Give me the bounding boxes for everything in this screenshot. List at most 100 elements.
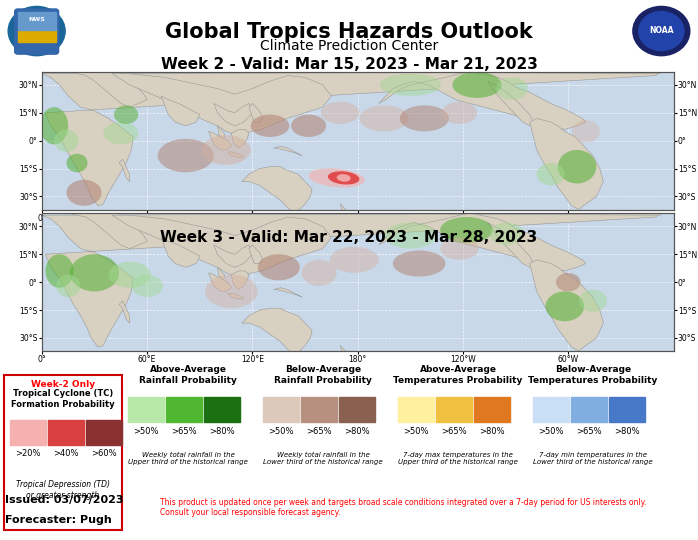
Text: >80%: >80% bbox=[480, 427, 505, 436]
Ellipse shape bbox=[442, 102, 477, 124]
Bar bbox=[339, 397, 375, 422]
Ellipse shape bbox=[258, 254, 300, 280]
Text: Climate Prediction Center: Climate Prediction Center bbox=[260, 39, 438, 53]
Text: >60%: >60% bbox=[91, 449, 117, 458]
Ellipse shape bbox=[103, 122, 138, 144]
Bar bbox=[609, 397, 645, 422]
Polygon shape bbox=[42, 213, 670, 347]
Bar bbox=[17, 11, 56, 30]
Ellipse shape bbox=[158, 139, 214, 172]
Ellipse shape bbox=[440, 238, 479, 260]
Bar bbox=[204, 397, 240, 422]
Polygon shape bbox=[112, 73, 332, 135]
Text: Issued: 03/07/2023: Issued: 03/07/2023 bbox=[5, 495, 124, 505]
Polygon shape bbox=[42, 72, 670, 206]
Ellipse shape bbox=[359, 105, 408, 131]
Polygon shape bbox=[530, 260, 603, 351]
Ellipse shape bbox=[556, 273, 581, 292]
Ellipse shape bbox=[40, 107, 68, 144]
Text: This product is updated once per week and targets broad scale conditions integra: This product is updated once per week an… bbox=[160, 498, 646, 517]
Text: Week-2 Only: Week-2 Only bbox=[31, 380, 95, 389]
Bar bbox=[398, 397, 434, 422]
Polygon shape bbox=[161, 238, 200, 267]
Bar bbox=[436, 397, 472, 422]
Polygon shape bbox=[112, 215, 332, 276]
Bar bbox=[86, 420, 122, 445]
Text: Global Tropics Hazards Outlook: Global Tropics Hazards Outlook bbox=[165, 22, 533, 42]
FancyBboxPatch shape bbox=[4, 375, 122, 530]
Text: Tropical Depression (TD)
or greater strength: Tropical Depression (TD) or greater stre… bbox=[16, 480, 110, 500]
Polygon shape bbox=[119, 301, 130, 323]
Text: Week 2 - Valid: Mar 15, 2023 - Mar 21, 2023: Week 2 - Valid: Mar 15, 2023 - Mar 21, 2… bbox=[161, 57, 537, 72]
Text: Weekly total rainfall in the
Upper third of the historical range: Weekly total rainfall in the Upper third… bbox=[128, 452, 248, 465]
Text: Above-Average
Rainfall Probability: Above-Average Rainfall Probability bbox=[139, 366, 237, 385]
Text: Tropical Cyclone (TC)
Formation Probability: Tropical Cyclone (TC) Formation Probabil… bbox=[11, 389, 114, 409]
Polygon shape bbox=[209, 131, 231, 150]
Bar bbox=[166, 397, 202, 422]
Polygon shape bbox=[231, 271, 249, 289]
Text: Weekly total rainfall in the
Lower third of the historical range: Weekly total rainfall in the Lower third… bbox=[263, 452, 383, 465]
Polygon shape bbox=[214, 104, 253, 126]
Polygon shape bbox=[379, 213, 586, 271]
Ellipse shape bbox=[384, 222, 437, 248]
Polygon shape bbox=[242, 167, 312, 211]
Ellipse shape bbox=[205, 275, 258, 308]
Text: 7-day min temperatures in the
Lower third of the historical range: 7-day min temperatures in the Lower thir… bbox=[533, 452, 653, 465]
Ellipse shape bbox=[202, 135, 251, 165]
Polygon shape bbox=[42, 189, 670, 248]
Ellipse shape bbox=[251, 114, 289, 137]
Text: NWS: NWS bbox=[28, 17, 45, 22]
Bar bbox=[48, 420, 84, 445]
Text: >50%: >50% bbox=[403, 427, 429, 436]
Text: >40%: >40% bbox=[53, 449, 79, 458]
Text: >65%: >65% bbox=[306, 427, 332, 436]
Polygon shape bbox=[249, 104, 263, 122]
Text: >65%: >65% bbox=[171, 427, 197, 436]
Text: >50%: >50% bbox=[538, 427, 564, 436]
Text: Week 3 - Valid: Mar 22, 2023 - Mar 28, 2023: Week 3 - Valid: Mar 22, 2023 - Mar 28, 2… bbox=[161, 230, 537, 245]
Polygon shape bbox=[274, 288, 302, 297]
Ellipse shape bbox=[328, 171, 359, 185]
Bar bbox=[263, 397, 299, 422]
Ellipse shape bbox=[56, 275, 80, 297]
Ellipse shape bbox=[336, 174, 350, 181]
Ellipse shape bbox=[291, 114, 326, 137]
Polygon shape bbox=[231, 130, 249, 148]
Text: >80%: >80% bbox=[209, 427, 235, 436]
Polygon shape bbox=[228, 293, 244, 299]
Ellipse shape bbox=[321, 102, 359, 124]
Polygon shape bbox=[217, 267, 224, 280]
Ellipse shape bbox=[302, 260, 336, 286]
Ellipse shape bbox=[66, 180, 101, 206]
Polygon shape bbox=[488, 81, 533, 126]
Polygon shape bbox=[340, 204, 350, 219]
Circle shape bbox=[8, 6, 65, 56]
Ellipse shape bbox=[66, 154, 87, 172]
Polygon shape bbox=[209, 273, 231, 292]
Polygon shape bbox=[42, 48, 670, 107]
Ellipse shape bbox=[537, 163, 565, 185]
Ellipse shape bbox=[329, 247, 379, 273]
Polygon shape bbox=[214, 245, 253, 267]
Ellipse shape bbox=[309, 168, 364, 187]
Text: Forecaster: Pugh: Forecaster: Pugh bbox=[5, 515, 112, 525]
Ellipse shape bbox=[572, 120, 600, 143]
Ellipse shape bbox=[109, 262, 151, 288]
Text: Below-Average
Rainfall Probability: Below-Average Rainfall Probability bbox=[274, 366, 372, 385]
Ellipse shape bbox=[452, 72, 502, 98]
Polygon shape bbox=[530, 118, 603, 210]
Bar bbox=[17, 30, 56, 42]
Ellipse shape bbox=[70, 254, 119, 292]
Ellipse shape bbox=[579, 289, 607, 312]
Text: >65%: >65% bbox=[441, 427, 467, 436]
Polygon shape bbox=[488, 222, 533, 267]
Bar bbox=[10, 420, 46, 445]
Polygon shape bbox=[340, 346, 350, 360]
Ellipse shape bbox=[496, 77, 528, 100]
Ellipse shape bbox=[131, 275, 163, 297]
FancyBboxPatch shape bbox=[15, 9, 59, 54]
Ellipse shape bbox=[440, 217, 493, 243]
Ellipse shape bbox=[545, 292, 584, 321]
Ellipse shape bbox=[54, 130, 79, 152]
Bar bbox=[128, 397, 164, 422]
